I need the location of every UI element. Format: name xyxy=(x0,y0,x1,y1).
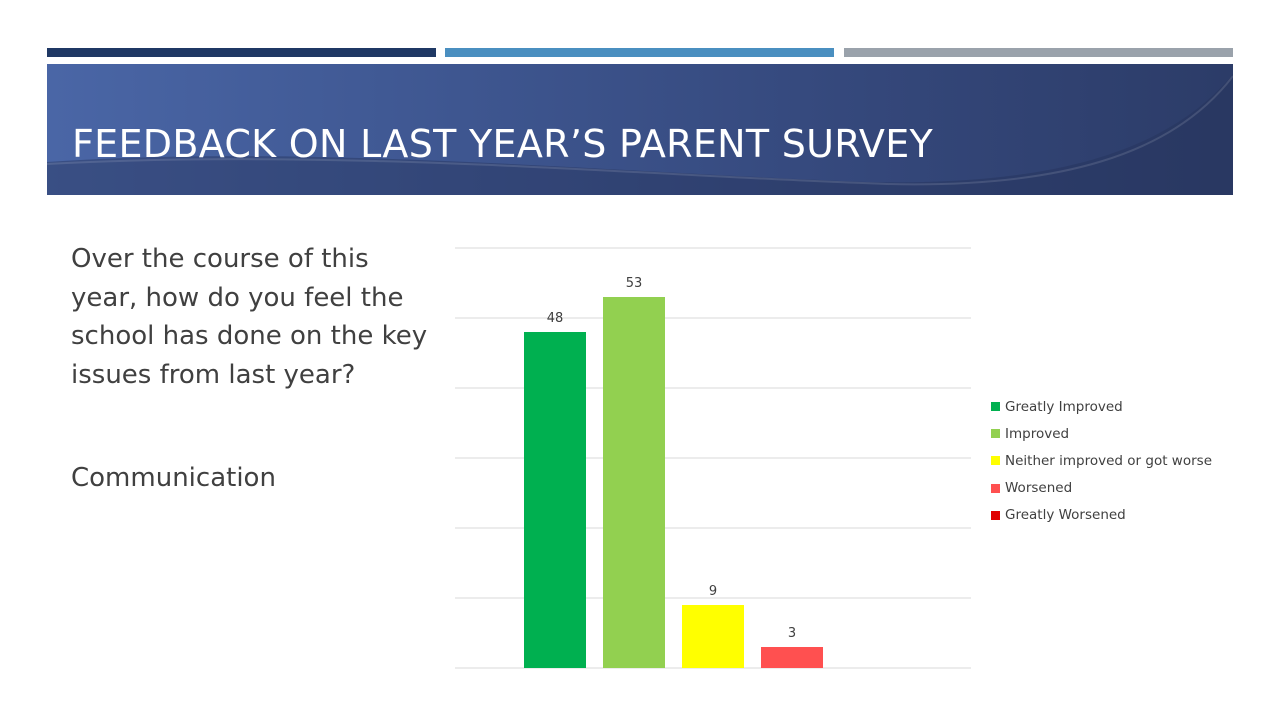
legend-swatch xyxy=(991,456,1000,466)
slide-title: FEEDBACK ON LAST YEAR’S PARENT SURVEY xyxy=(72,122,934,166)
legend-swatch xyxy=(991,429,1000,439)
legend-item: Greatly Improved xyxy=(991,393,1212,420)
data-label: 3 xyxy=(788,626,796,641)
legend-label: Worsened xyxy=(1005,480,1073,497)
survey-question: Over the course of this year, how do you… xyxy=(71,244,428,390)
accent-bar-blue xyxy=(445,48,834,57)
bar xyxy=(682,605,744,668)
legend-item: Greatly Worsened xyxy=(991,502,1212,529)
legend-label: Greatly Improved xyxy=(1005,398,1123,415)
data-label: 48 xyxy=(547,311,564,326)
bar xyxy=(524,332,586,668)
title-banner: FEEDBACK ON LAST YEAR’S PARENT SURVEY xyxy=(47,64,1233,195)
legend-item: Improved xyxy=(991,420,1212,447)
topic-label: Communication xyxy=(71,463,276,493)
bar xyxy=(761,647,823,668)
legend-label: Neither improved or got worse xyxy=(1005,452,1212,469)
chart-legend: Greatly Improved Improved Neither improved… xyxy=(991,393,1212,529)
legend-swatch xyxy=(991,510,1000,520)
legend-label: Improved xyxy=(1005,425,1070,442)
data-label: 53 xyxy=(626,276,643,291)
bar xyxy=(603,297,665,668)
legend-swatch xyxy=(991,483,1000,493)
legend-label: Greatly Worsened xyxy=(1005,507,1126,524)
legend-item: Neither improved or got worse xyxy=(991,447,1212,474)
accent-bar-gray xyxy=(844,48,1233,57)
accent-bar-navy xyxy=(47,48,436,57)
legend-item: Worsened xyxy=(991,475,1212,502)
legend-swatch xyxy=(991,402,1000,412)
data-label: 9 xyxy=(709,584,717,599)
banner-swoosh-decoration xyxy=(47,74,1233,195)
